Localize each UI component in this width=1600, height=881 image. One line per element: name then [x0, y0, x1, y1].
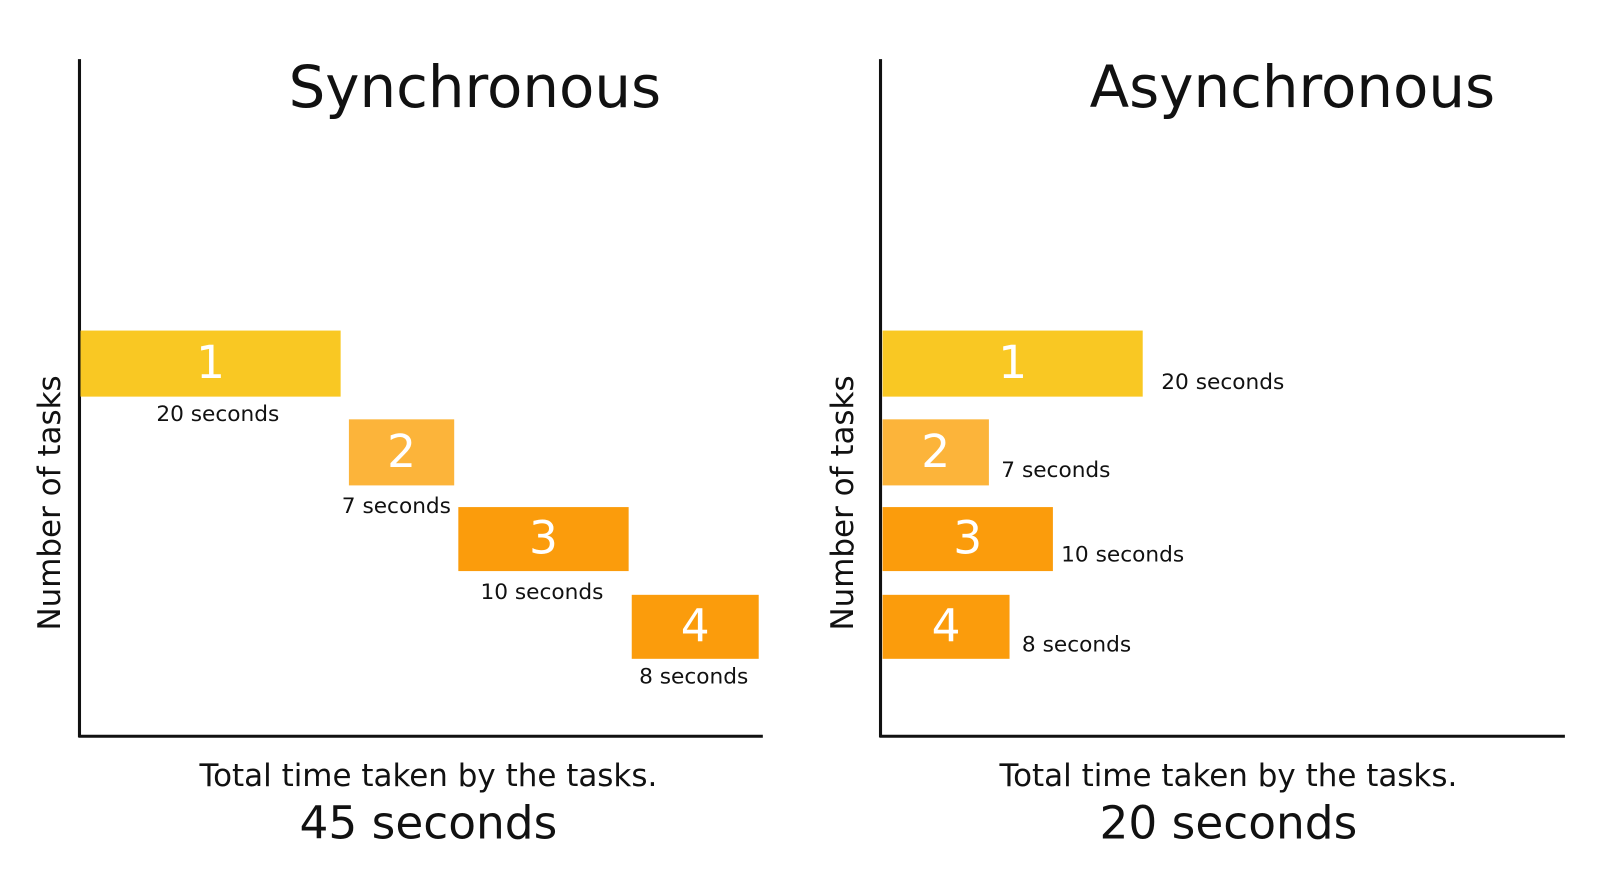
- task-number: 2: [921, 425, 950, 478]
- task-number: 4: [932, 599, 961, 652]
- task-duration: 8 seconds: [1022, 632, 1131, 657]
- task-duration: 10 seconds: [480, 580, 603, 605]
- task-duration: 20 seconds: [1161, 370, 1284, 395]
- task-duration: 20 seconds: [156, 402, 279, 427]
- task-bar: [458, 507, 629, 572]
- total-time: 20 seconds: [1099, 797, 1357, 850]
- y-axis-label: Number of tasks: [32, 375, 68, 630]
- task-number: 3: [529, 512, 558, 565]
- task-bar: [882, 594, 1010, 659]
- task-number: 2: [387, 425, 416, 478]
- task-bar: [882, 419, 989, 486]
- task-number: 3: [953, 512, 982, 565]
- total-time: 45 seconds: [299, 797, 557, 850]
- task-number: 4: [681, 599, 710, 652]
- task-bar: [631, 594, 759, 659]
- task-duration: 10 seconds: [1061, 543, 1184, 568]
- task-duration: 7 seconds: [1001, 458, 1110, 483]
- task-number: 1: [196, 336, 225, 389]
- task-bar: [348, 419, 455, 486]
- task-bar: [80, 330, 341, 397]
- task-duration: 8 seconds: [639, 664, 748, 689]
- panel-title: Synchronous: [289, 53, 662, 121]
- task-number: 1: [998, 336, 1027, 389]
- task-bar: [882, 330, 1143, 397]
- y-axis-label: Number of tasks: [825, 375, 861, 630]
- panel-title: Asynchronous: [1090, 53, 1495, 121]
- task-duration: 7 seconds: [342, 494, 451, 519]
- task-bar: [882, 507, 1053, 572]
- x-axis-label: Total time taken by the tasks.: [198, 758, 657, 794]
- x-axis-label: Total time taken by the tasks.: [998, 758, 1457, 794]
